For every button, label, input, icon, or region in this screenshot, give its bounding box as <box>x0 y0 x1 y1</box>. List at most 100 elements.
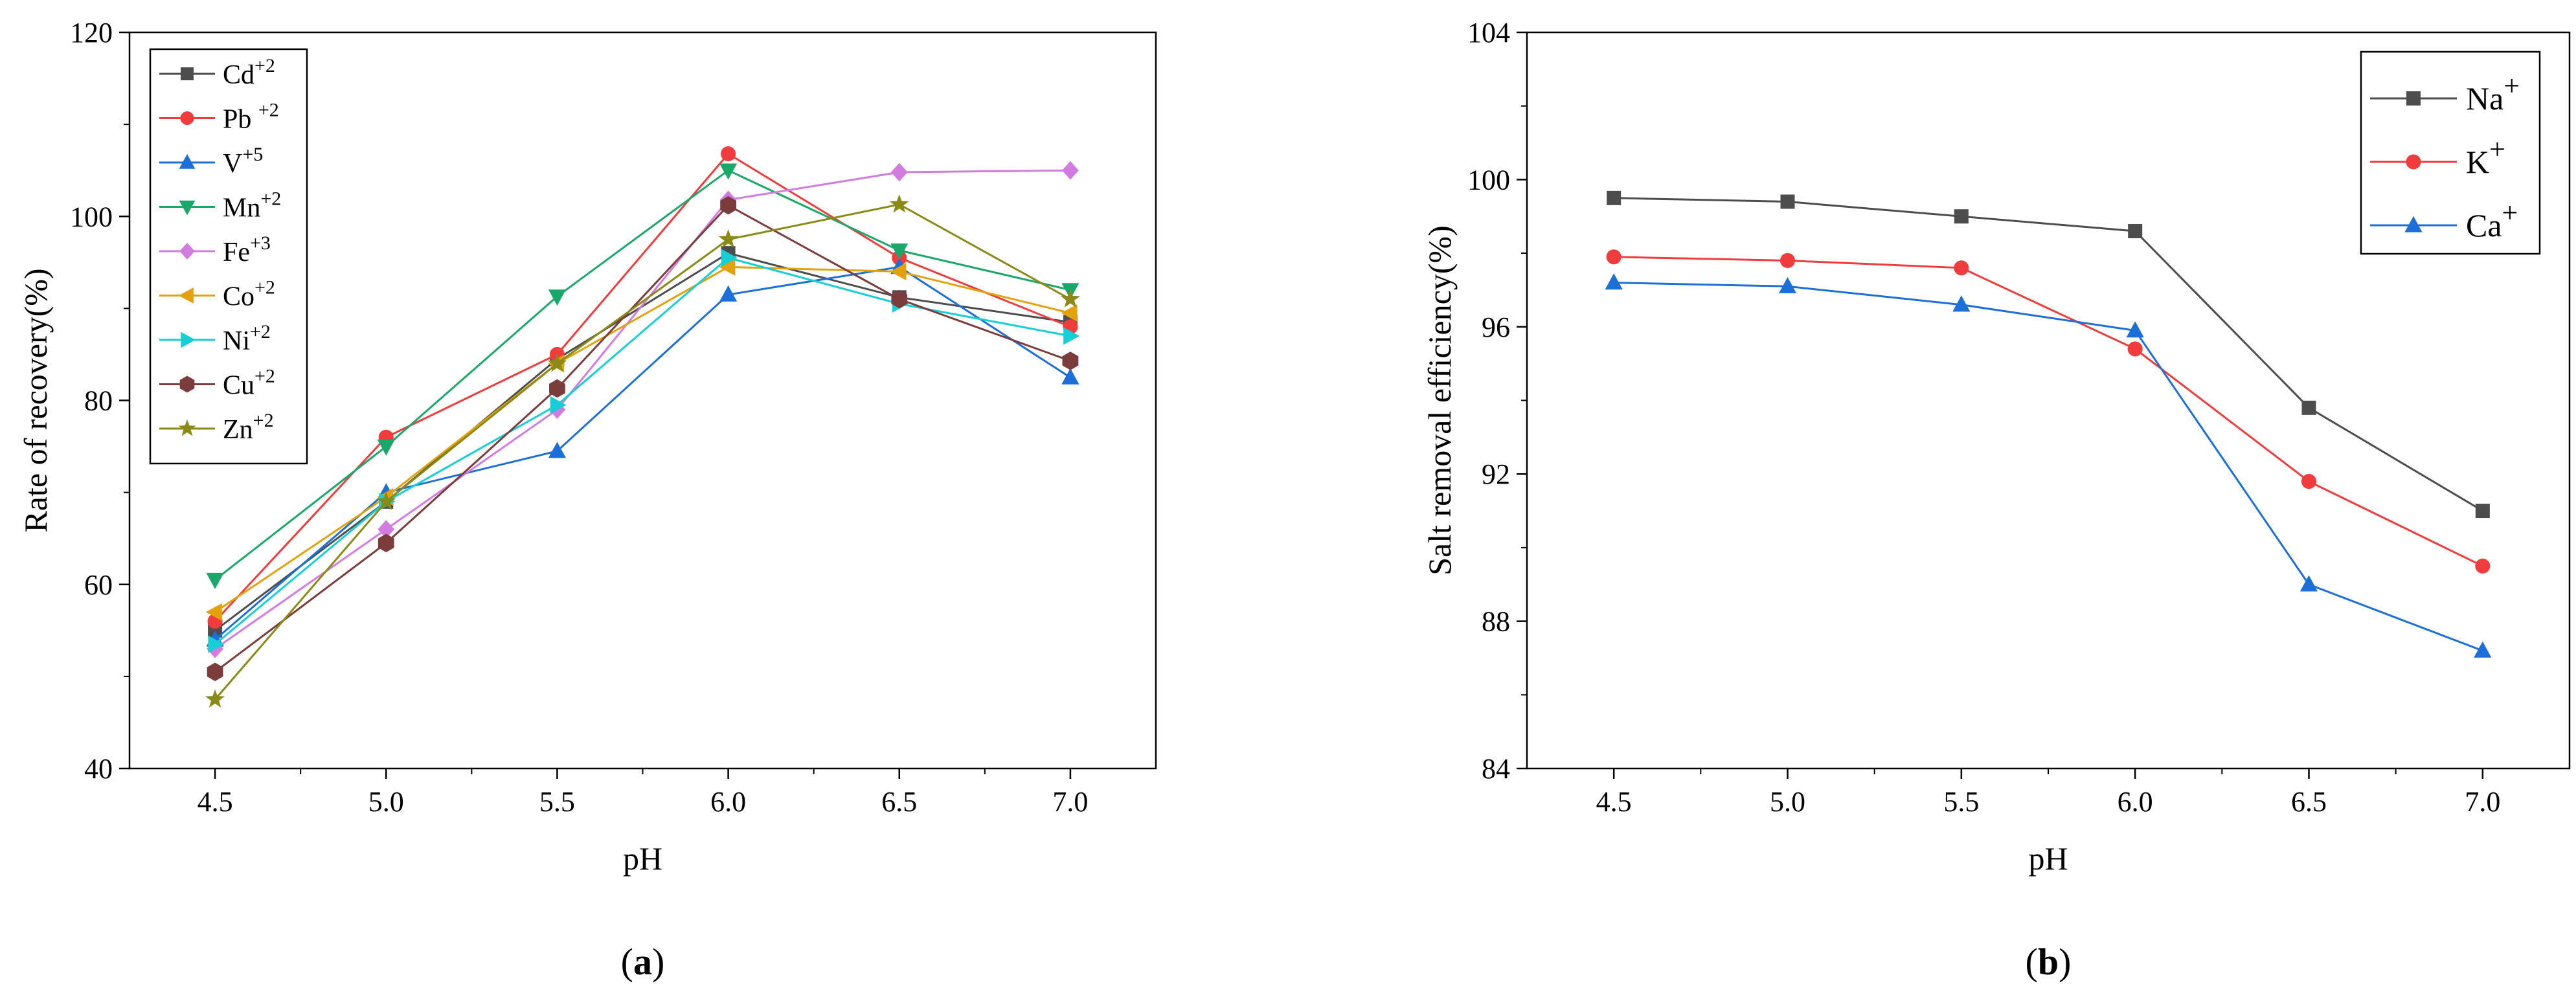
panel-label-close: ) <box>652 941 664 983</box>
x-tick-label: 5.0 <box>368 786 404 818</box>
legend-item: Zn+2 <box>159 410 274 445</box>
legend-label-charge: +2 <box>258 100 279 121</box>
x-axis-title: pH <box>623 840 662 877</box>
panel-label: (a) <box>621 941 665 983</box>
data-point <box>2475 504 2490 519</box>
legend-label: Fe+3 <box>223 232 271 267</box>
x-tick-label: 7.0 <box>1052 786 1088 818</box>
legend-item: Ca+ <box>2370 197 2518 243</box>
legend-label-charge: +2 <box>254 55 275 76</box>
series-line <box>214 169 1071 581</box>
data-point <box>1062 161 1079 180</box>
data-point <box>377 439 395 456</box>
legend-label: Mn+2 <box>223 188 281 223</box>
legend-label: V+5 <box>223 144 263 179</box>
legend-label-name: K <box>2466 144 2489 180</box>
data-point <box>719 163 738 180</box>
data-point <box>550 396 567 414</box>
legend-label: Na+ <box>2466 70 2520 117</box>
legend-label-charge: + <box>2502 197 2518 229</box>
y-axis-title: Rate of recovery(%) <box>17 268 54 532</box>
data-point <box>548 442 566 458</box>
data-point <box>205 689 225 708</box>
series-zn <box>205 194 1080 708</box>
x-axis-title: pH <box>2028 840 2068 877</box>
legend-marker <box>178 419 196 436</box>
data-point <box>547 353 567 372</box>
legend-label-name: Zn <box>223 415 253 445</box>
x-tick-label: 6.0 <box>710 786 746 818</box>
legend-box <box>2360 50 2541 255</box>
x-axis: 4.5 5.0 5.5 6.0 6.5 7.0 <box>1596 768 2500 818</box>
legend: Cd+2Pb +2V+5Mn+2Fe+3Co+2Ni+2Cu+2Zn+2 <box>149 48 308 465</box>
legend-label-charge: +2 <box>250 321 271 342</box>
legend-label-name: Ca <box>2466 207 2502 243</box>
y-axis-title: Salt removal efficiency(%) <box>1421 225 1458 576</box>
series-line <box>214 204 1071 673</box>
data-point <box>1780 194 1795 209</box>
legend-label: Ca+ <box>2466 197 2518 243</box>
x-tick-label: 4.5 <box>1596 786 1632 818</box>
x-tick-label: 6.5 <box>2291 786 2327 818</box>
legend-label-charge: +2 <box>253 410 274 431</box>
data-point <box>2475 558 2491 574</box>
legend-label-charge: +2 <box>254 366 275 387</box>
y-tick-label: 104 <box>1467 17 1510 49</box>
legend-marker <box>181 67 194 80</box>
data-point <box>2128 223 2143 238</box>
legend-item: Fe+3 <box>159 232 271 267</box>
x-tick-label: 6.0 <box>2118 786 2153 818</box>
data-point <box>891 289 908 309</box>
x-tick-label: 4.5 <box>198 786 233 818</box>
panel-label-open: ( <box>2026 941 2038 983</box>
data-point <box>1061 289 1080 308</box>
legend-marker <box>179 154 196 169</box>
data-point <box>2301 400 2316 415</box>
legend-marker <box>179 200 196 216</box>
legend-item: K+ <box>2370 133 2505 180</box>
data-point <box>2301 474 2317 489</box>
legend-label-name: Co <box>223 282 254 312</box>
legend-marker <box>179 287 194 304</box>
panel-label-open: ( <box>621 941 633 983</box>
legend-label-charge: + <box>2489 133 2505 165</box>
data-point <box>720 196 736 215</box>
legend-label: Pb +2 <box>223 100 279 135</box>
series-line <box>1614 256 2483 567</box>
data-point <box>718 229 738 248</box>
legend-label: Cd+2 <box>223 55 275 90</box>
legend-marker <box>2406 91 2421 106</box>
data-point <box>2299 575 2318 592</box>
legend-marker <box>179 243 195 260</box>
chart-a: 4.5 5.0 5.5 6.0 6.5 7.0 40 60 80 100 120 pH Rate of … <box>17 17 1157 983</box>
y-tick-label: 96 <box>1482 311 1510 343</box>
data-point <box>1605 273 1623 290</box>
y-tick-label: 80 <box>84 385 113 417</box>
legend-marker <box>2406 154 2421 170</box>
legend-item: Cd+2 <box>159 55 275 90</box>
series-line <box>214 265 1071 613</box>
y-tick-label: 100 <box>70 201 113 232</box>
legend-label-name: Cu <box>223 371 254 401</box>
legend-marker <box>181 331 196 348</box>
legend-item: Cu+2 <box>159 366 275 401</box>
legend-item: Mn+2 <box>159 188 281 223</box>
data-point <box>719 285 738 302</box>
y-tick-label: 92 <box>1482 458 1510 490</box>
legend-label-charge: +2 <box>260 188 281 210</box>
series-k <box>1606 249 2491 574</box>
y-axis: 84 88 92 96 100 104 <box>1467 17 1527 785</box>
x-tick-label: 6.5 <box>881 786 917 818</box>
legend-label: Zn+2 <box>223 410 274 445</box>
x-tick-label: 5.5 <box>539 786 575 818</box>
data-point <box>2126 321 2144 338</box>
panel-label-letter: b <box>2038 941 2059 983</box>
data-point <box>2474 641 2492 658</box>
x-tick-label: 5.5 <box>1943 786 1979 818</box>
series-line <box>214 169 1070 650</box>
data-point <box>548 289 566 306</box>
panel-label-close: ) <box>2059 941 2071 983</box>
panel-label: (b) <box>2026 941 2072 983</box>
legend-item: Ni+2 <box>159 321 271 356</box>
